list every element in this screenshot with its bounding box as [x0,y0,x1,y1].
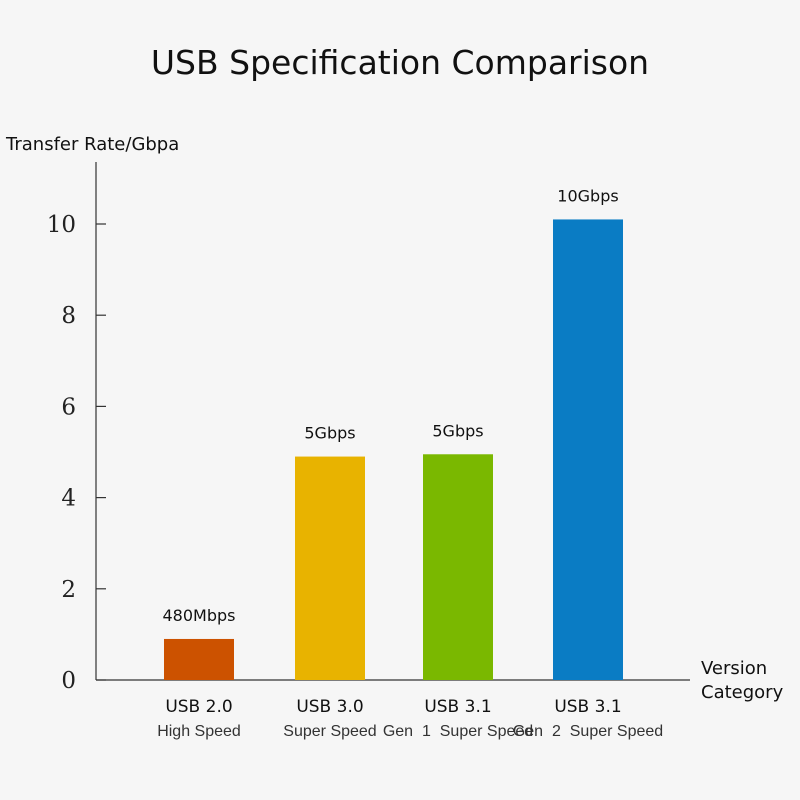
data-label: 5Gbps [304,424,355,443]
category-label: USB 3.1 [554,697,621,717]
data-label: 480Mbps [163,606,236,625]
x-axis-label-line-2: Category [701,682,784,703]
y-tick-label: 0 [61,668,76,694]
category-label: USB 3.1 [424,697,491,717]
category-sublabel: Gen 1 Super Speed [383,723,533,740]
bar [295,456,365,680]
y-tick-label: 8 [61,303,76,329]
y-ticks: 0 2 4 6 8 10 [47,212,106,694]
category-sublabel: Super Speed [283,723,376,740]
bars [164,219,623,680]
category-label: USB 2.0 [165,697,232,717]
bar [423,454,493,680]
chart-title: USB Specification Comparison [151,43,649,82]
category-labels: USB 2.0 High Speed USB 3.0 Super Speed USB 3… [157,697,663,740]
data-label: 10Gbps [557,186,618,205]
data-label: 5Gbps [432,421,483,440]
bar [164,638,234,680]
y-tick-label: 6 [61,394,76,420]
category-sublabel: High Speed [157,723,241,740]
data-labels: 480Mbps 5Gbps 5Gbps 10Gbps [163,186,619,625]
y-tick-label: 10 [47,212,76,238]
y-tick-label: 2 [61,577,76,603]
y-axis-label: Transfer Rate/Gbpa [5,134,179,155]
x-axis-label-line-1: Version [701,658,767,679]
bar [553,219,623,680]
category-label: USB 3.0 [296,697,363,717]
category-sublabel: Gen 2 Super Speed [513,723,663,740]
y-tick-label: 4 [61,486,76,512]
